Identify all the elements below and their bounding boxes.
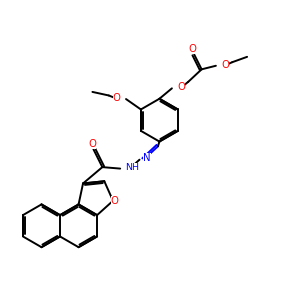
Text: N: N (143, 154, 151, 164)
Text: NH: NH (124, 163, 139, 172)
Text: O: O (221, 60, 229, 70)
Text: O: O (177, 82, 185, 92)
Text: O: O (110, 196, 118, 206)
Text: O: O (113, 93, 121, 103)
Text: O: O (88, 139, 96, 149)
Text: O: O (189, 44, 197, 54)
